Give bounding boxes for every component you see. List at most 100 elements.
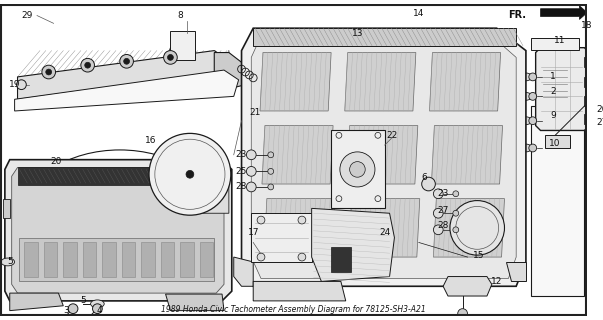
- Text: 11: 11: [554, 36, 566, 45]
- Polygon shape: [434, 199, 505, 257]
- Bar: [122, 243, 136, 276]
- Polygon shape: [535, 48, 589, 131]
- Polygon shape: [242, 28, 526, 286]
- Text: 14: 14: [413, 9, 425, 18]
- Circle shape: [340, 152, 375, 187]
- Text: 21: 21: [250, 108, 261, 117]
- Circle shape: [529, 73, 537, 81]
- Circle shape: [453, 191, 459, 197]
- Circle shape: [458, 309, 467, 318]
- Text: 1: 1: [551, 72, 556, 81]
- Text: 22: 22: [386, 131, 397, 140]
- Circle shape: [598, 119, 603, 127]
- Bar: [24, 243, 38, 276]
- Bar: [171, 31, 195, 60]
- Bar: [531, 106, 584, 296]
- Circle shape: [298, 253, 306, 261]
- Polygon shape: [545, 135, 570, 148]
- Polygon shape: [14, 70, 239, 111]
- Circle shape: [453, 227, 459, 233]
- Bar: [584, 77, 596, 87]
- Polygon shape: [260, 52, 331, 111]
- Polygon shape: [312, 208, 394, 281]
- Bar: [531, 38, 579, 50]
- Bar: [83, 243, 96, 276]
- Polygon shape: [349, 199, 420, 257]
- Text: 3: 3: [63, 306, 69, 315]
- Circle shape: [450, 201, 505, 255]
- Circle shape: [247, 182, 256, 192]
- Polygon shape: [17, 51, 229, 99]
- Bar: [141, 243, 155, 276]
- Polygon shape: [5, 160, 232, 301]
- Circle shape: [453, 210, 459, 216]
- Text: 2: 2: [551, 87, 556, 96]
- Circle shape: [298, 216, 306, 224]
- Circle shape: [16, 80, 27, 90]
- Polygon shape: [190, 184, 229, 213]
- Bar: [200, 243, 213, 276]
- Polygon shape: [251, 213, 312, 262]
- Bar: [44, 243, 57, 276]
- Text: 27: 27: [437, 206, 449, 215]
- Text: 27: 27: [596, 118, 603, 127]
- Text: 23: 23: [236, 150, 247, 159]
- Polygon shape: [262, 125, 333, 184]
- Circle shape: [68, 304, 78, 314]
- Bar: [331, 247, 350, 272]
- Circle shape: [257, 253, 265, 261]
- Polygon shape: [429, 52, 500, 111]
- Text: 20: 20: [51, 157, 62, 166]
- Bar: [331, 131, 385, 208]
- Text: 13: 13: [352, 28, 363, 37]
- Circle shape: [257, 216, 265, 224]
- Circle shape: [434, 189, 443, 199]
- Circle shape: [434, 225, 443, 235]
- Bar: [103, 243, 116, 276]
- Polygon shape: [345, 52, 416, 111]
- Polygon shape: [431, 125, 502, 184]
- Bar: [17, 167, 224, 185]
- Polygon shape: [540, 6, 587, 20]
- Ellipse shape: [520, 144, 532, 152]
- Circle shape: [421, 177, 435, 191]
- Polygon shape: [166, 294, 224, 311]
- Circle shape: [46, 69, 52, 75]
- Circle shape: [81, 58, 95, 72]
- Ellipse shape: [90, 300, 104, 308]
- Circle shape: [350, 162, 365, 177]
- Circle shape: [42, 65, 55, 79]
- Bar: [584, 114, 596, 124]
- Text: 23: 23: [437, 189, 449, 198]
- Text: 29: 29: [22, 11, 33, 20]
- Ellipse shape: [520, 117, 532, 124]
- Polygon shape: [251, 36, 516, 278]
- Circle shape: [529, 117, 537, 124]
- Bar: [19, 237, 214, 281]
- Polygon shape: [253, 281, 346, 301]
- Bar: [584, 57, 596, 67]
- Polygon shape: [443, 276, 492, 296]
- Circle shape: [598, 105, 603, 113]
- Circle shape: [268, 168, 274, 174]
- Circle shape: [529, 144, 537, 152]
- Polygon shape: [3, 199, 10, 218]
- Text: 8: 8: [177, 11, 183, 20]
- Text: 6: 6: [421, 173, 428, 182]
- Circle shape: [85, 62, 90, 68]
- Text: 28: 28: [236, 182, 247, 191]
- Bar: [160, 243, 174, 276]
- Polygon shape: [10, 293, 63, 311]
- Bar: [180, 243, 194, 276]
- Ellipse shape: [520, 73, 532, 81]
- Circle shape: [163, 51, 177, 64]
- Text: 25: 25: [236, 167, 247, 176]
- Circle shape: [247, 166, 256, 176]
- Text: FR.: FR.: [508, 10, 526, 20]
- Text: 18: 18: [581, 21, 592, 30]
- Text: 16: 16: [145, 136, 157, 145]
- Circle shape: [168, 54, 173, 60]
- Circle shape: [120, 54, 133, 68]
- Circle shape: [268, 152, 274, 158]
- Text: 19: 19: [9, 80, 21, 89]
